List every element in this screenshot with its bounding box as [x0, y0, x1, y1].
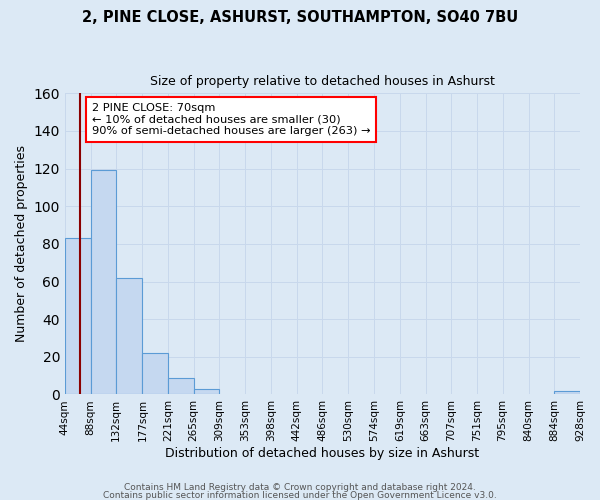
- Bar: [168, 378, 194, 394]
- Bar: [142, 353, 168, 395]
- X-axis label: Distribution of detached houses by size in Ashurst: Distribution of detached houses by size …: [166, 447, 479, 460]
- Bar: [554, 390, 580, 394]
- Text: 2 PINE CLOSE: 70sqm
← 10% of detached houses are smaller (30)
90% of semi-detach: 2 PINE CLOSE: 70sqm ← 10% of detached ho…: [92, 102, 370, 136]
- Text: Contains HM Land Registry data © Crown copyright and database right 2024.: Contains HM Land Registry data © Crown c…: [124, 483, 476, 492]
- Bar: [116, 278, 142, 394]
- Y-axis label: Number of detached properties: Number of detached properties: [15, 146, 28, 342]
- Bar: [91, 170, 116, 394]
- Text: 2, PINE CLOSE, ASHURST, SOUTHAMPTON, SO40 7BU: 2, PINE CLOSE, ASHURST, SOUTHAMPTON, SO4…: [82, 10, 518, 25]
- Bar: [65, 238, 91, 394]
- Bar: [194, 389, 220, 394]
- Text: Contains public sector information licensed under the Open Government Licence v3: Contains public sector information licen…: [103, 490, 497, 500]
- Title: Size of property relative to detached houses in Ashurst: Size of property relative to detached ho…: [150, 75, 495, 88]
